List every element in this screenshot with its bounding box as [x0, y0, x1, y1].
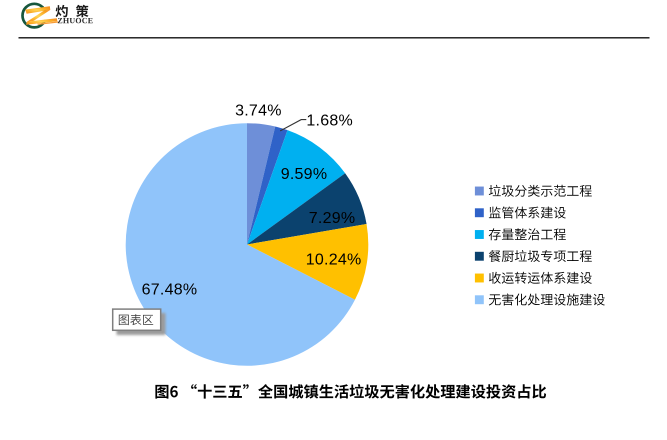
- svg-text:10.24%: 10.24%: [306, 252, 362, 269]
- svg-text:1.68%: 1.68%: [306, 113, 353, 130]
- svg-text:7.29%: 7.29%: [309, 210, 356, 227]
- svg-text:9.59%: 9.59%: [281, 166, 328, 183]
- svg-text:3.74%: 3.74%: [235, 102, 282, 119]
- svg-text:67.48%: 67.48%: [142, 282, 198, 299]
